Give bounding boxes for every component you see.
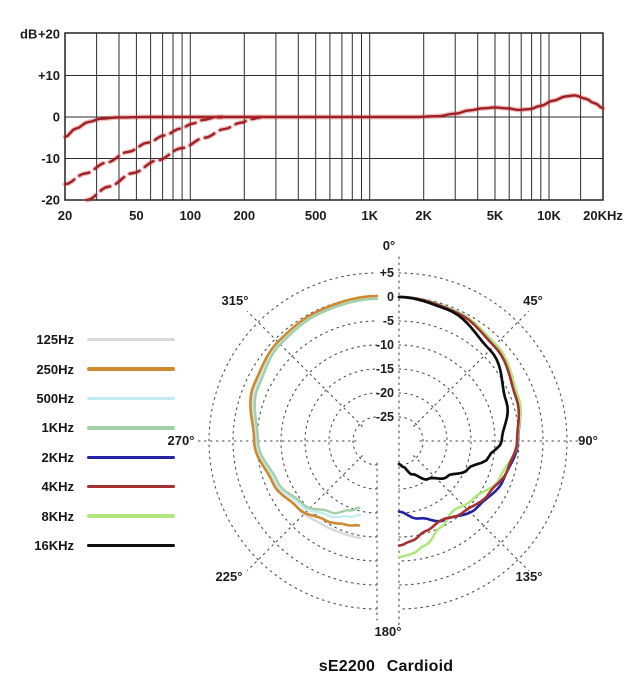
fr-curve-halo-1 [62, 114, 225, 187]
legend-label: 1KHz [41, 420, 74, 436]
legend-line-swatch [87, 543, 175, 548]
polar-ring-left [280, 344, 378, 538]
legend-line-swatch [87, 426, 175, 430]
legend-item: 1KHz [28, 413, 218, 442]
polar-angle-label: 270° [168, 433, 195, 448]
polar-angle-label: 135° [516, 569, 543, 584]
legend-line-swatch [87, 367, 175, 371]
legend-label: 16KHz [34, 537, 74, 553]
polar-angle-label: 0° [383, 238, 395, 253]
polar-db-label: -10 [376, 338, 394, 352]
polar-db-label: +5 [380, 266, 394, 280]
polar-ring-left [256, 320, 378, 562]
polar-angle-label: 90° [578, 433, 598, 448]
polar-db-label: -20 [376, 386, 394, 400]
fr-y-tick-label: 0 [53, 110, 60, 125]
legend-line-swatch [87, 514, 175, 518]
fr-x-tick-label: 50 [129, 208, 143, 223]
polar-db-label: 0 [387, 290, 394, 304]
fr-x-tick-label: 20 [58, 208, 72, 223]
legend-label: 125Hz [36, 332, 74, 348]
legend-label: 8KHz [41, 508, 74, 524]
fr-curve-0 [63, 94, 605, 139]
polar-angle-labels: 0° 45° 90° 135° 180° 225° 270° 315° [168, 238, 598, 639]
legend-label: 2KHz [41, 449, 74, 465]
polar-db-label: -15 [376, 362, 394, 376]
fr-y-axis-labels: dB +20 +10 0 -10 -20 [20, 27, 60, 208]
polar-curve-16KHz [397, 295, 510, 481]
fr-y-tick-label: -20 [41, 193, 60, 208]
polar-ring-right [398, 344, 496, 538]
polar-curve-2KHz [397, 295, 522, 523]
fr-x-tick-label: 500 [305, 208, 327, 223]
polar-grid [193, 256, 583, 626]
legend-line-swatch [87, 484, 175, 489]
legend-label: 500Hz [36, 390, 74, 406]
polar-angle-label: 45° [523, 293, 543, 308]
legend-item: 4KHz [28, 472, 218, 501]
polar-ring-right [398, 368, 472, 514]
polar-pattern-chart: +5 0 -5 -10 -15 -20 -25 0° 45° 90° 135° 180° 225° 270… [168, 238, 598, 639]
polar-angle-label: 180° [375, 624, 402, 639]
polar-angle-label: 225° [216, 569, 243, 584]
fr-plot-border [64, 32, 604, 201]
fr-x-axis-labels: 20 50 100 200 500 1K 2K 5K 10K 20KHz [58, 208, 624, 223]
polar-ring-left [352, 416, 378, 466]
fr-x-tick-label: 2K [415, 208, 432, 223]
legend-line-swatch [87, 455, 175, 459]
fr-x-tick-label: 20KHz [583, 208, 623, 223]
fr-y-tick-label: +20 [38, 27, 60, 42]
polar-legend: 125Hz 250Hz 500Hz 1KHz 2KHz 4KHz 8KHz 16KHz [28, 325, 218, 560]
polar-db-label: -5 [383, 314, 394, 328]
fr-x-tick-label: 100 [179, 208, 201, 223]
legend-item: 2KHz [28, 443, 218, 472]
polar-angle-label: 315° [222, 293, 249, 308]
polar-curve-250Hz [249, 294, 379, 527]
legend-item: 8KHz [28, 501, 218, 530]
fr-x-tick-label: 1K [361, 208, 378, 223]
polar-ring-left [304, 368, 378, 514]
legend-item: 125Hz [28, 325, 218, 354]
fr-x-tick-label: 200 [233, 208, 255, 223]
polar-ring-right [398, 416, 424, 466]
legend-label: 4KHz [41, 479, 74, 495]
polar-ring-right [398, 320, 520, 562]
polar-curve-125Hz [250, 295, 379, 540]
polar-curve-1KHz [253, 297, 379, 515]
polar-curve-4KHz [397, 295, 521, 547]
legend-line-swatch [87, 337, 175, 342]
fr-curve-1 [63, 115, 224, 186]
fr-x-tick-label: 10K [537, 208, 561, 223]
legend-item: 16KHz [28, 531, 218, 560]
legend-item: 250Hz [28, 354, 218, 383]
polar-chart-title: sE2200 Cardioid [318, 658, 454, 675]
fr-y-tick-label: -10 [41, 151, 60, 166]
legend-line-swatch [87, 396, 175, 401]
fr-y-tick-label: +10 [38, 68, 60, 83]
fr-y-axis-unit: dB [20, 27, 37, 42]
polar-ring-left [208, 272, 378, 610]
polar-db-label: -25 [376, 410, 394, 424]
polar-ring-right [398, 272, 568, 610]
fr-x-tick-label: 5K [487, 208, 504, 223]
fr-curve-2 [85, 116, 262, 202]
legend-label: 250Hz [36, 361, 74, 377]
legend-item: 500Hz [28, 384, 218, 413]
polar-db-labels: +5 0 -5 -10 -15 -20 -25 [376, 266, 394, 424]
